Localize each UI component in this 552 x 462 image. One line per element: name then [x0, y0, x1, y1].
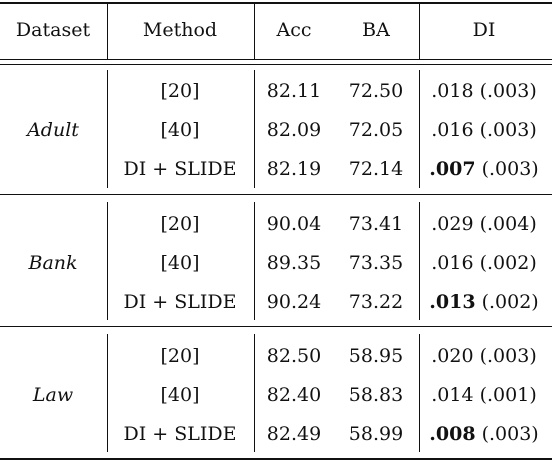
group-rule-2	[0, 326, 552, 327]
acc-cell: 82.50	[266, 345, 322, 367]
header-rule-1	[0, 59, 552, 60]
header-di: DI	[472, 19, 496, 41]
dataset-label-bank: Bank	[28, 252, 78, 274]
di-cell: .008 (.003)	[429, 423, 538, 445]
header-divider-1	[107, 4, 108, 59]
header-acc: Acc	[276, 19, 312, 41]
di-cell: .014 (.001)	[431, 384, 537, 406]
di-cell: .029 (.004)	[431, 213, 537, 235]
di-std: (.004)	[479, 213, 537, 235]
header-divider-3	[419, 4, 420, 59]
group1-divider-3	[419, 70, 420, 188]
acc-cell: 89.35	[266, 252, 322, 274]
method-cell: DI + SLIDE	[123, 291, 237, 313]
method-cell: [20]	[160, 213, 200, 235]
acc-cell: 90.24	[266, 291, 322, 313]
ba-cell: 72.05	[348, 119, 404, 141]
group2-divider-2	[254, 202, 255, 320]
di-std: (.001)	[479, 384, 537, 406]
method-cell: DI + SLIDE	[123, 158, 237, 180]
di-cell: .007 (.003)	[429, 158, 538, 180]
di-cell: .020 (.003)	[431, 345, 537, 367]
di-value: .014	[431, 384, 474, 406]
di-std: (.003)	[481, 158, 539, 180]
di-cell: .016 (.002)	[431, 252, 537, 274]
acc-cell: 82.09	[266, 119, 322, 141]
dataset-label-law: Law	[32, 384, 74, 406]
ba-cell: 58.95	[348, 345, 404, 367]
ba-cell: 72.14	[348, 158, 404, 180]
di-std: (.003)	[479, 80, 537, 102]
group3-divider-2	[254, 334, 255, 452]
method-cell: [40]	[160, 119, 200, 141]
di-std: (.002)	[479, 252, 537, 274]
di-value: .020	[431, 345, 474, 367]
group3-divider-1	[107, 334, 108, 452]
di-value-best: .007	[429, 158, 476, 180]
acc-cell: 82.40	[266, 384, 322, 406]
header-dataset: Dataset	[15, 19, 91, 41]
acc-cell: 82.49	[266, 423, 322, 445]
di-std: (.002)	[481, 291, 539, 313]
di-cell: .018 (.003)	[431, 80, 537, 102]
di-value: .018	[431, 80, 474, 102]
group2-divider-1	[107, 202, 108, 320]
top-rule	[0, 2, 552, 4]
ba-cell: 72.50	[348, 80, 404, 102]
ba-cell: 58.83	[348, 384, 404, 406]
bottom-rule	[0, 458, 552, 460]
method-cell: [40]	[160, 252, 200, 274]
ba-cell: 73.41	[348, 213, 404, 235]
acc-cell: 82.11	[266, 80, 322, 102]
header-divider-2	[254, 4, 255, 59]
acc-cell: 90.04	[266, 213, 322, 235]
group2-divider-3	[419, 202, 420, 320]
header-ba: BA	[362, 19, 390, 41]
group3-divider-3	[419, 334, 420, 452]
di-std: (.003)	[479, 345, 537, 367]
di-value-best: .008	[429, 423, 476, 445]
di-std: (.003)	[481, 423, 539, 445]
method-cell: [40]	[160, 384, 200, 406]
di-value-best: .013	[429, 291, 476, 313]
method-cell: [20]	[160, 80, 200, 102]
di-cell: .013 (.002)	[429, 291, 538, 313]
header-method: Method	[142, 19, 218, 41]
ba-cell: 73.35	[348, 252, 404, 274]
di-value: .016	[431, 252, 474, 274]
ba-cell: 58.99	[348, 423, 404, 445]
group-rule-1	[0, 194, 552, 195]
group1-divider-1	[107, 70, 108, 188]
method-cell: DI + SLIDE	[123, 423, 237, 445]
acc-cell: 82.19	[266, 158, 322, 180]
di-cell: .016 (.003)	[431, 119, 537, 141]
dataset-label-adult: Adult	[27, 119, 79, 141]
di-value: .016	[431, 119, 474, 141]
method-cell: [20]	[160, 345, 200, 367]
ba-cell: 73.22	[348, 291, 404, 313]
header-rule-2	[0, 64, 552, 65]
di-value: .029	[431, 213, 474, 235]
group1-divider-2	[254, 70, 255, 188]
di-std: (.003)	[479, 119, 537, 141]
